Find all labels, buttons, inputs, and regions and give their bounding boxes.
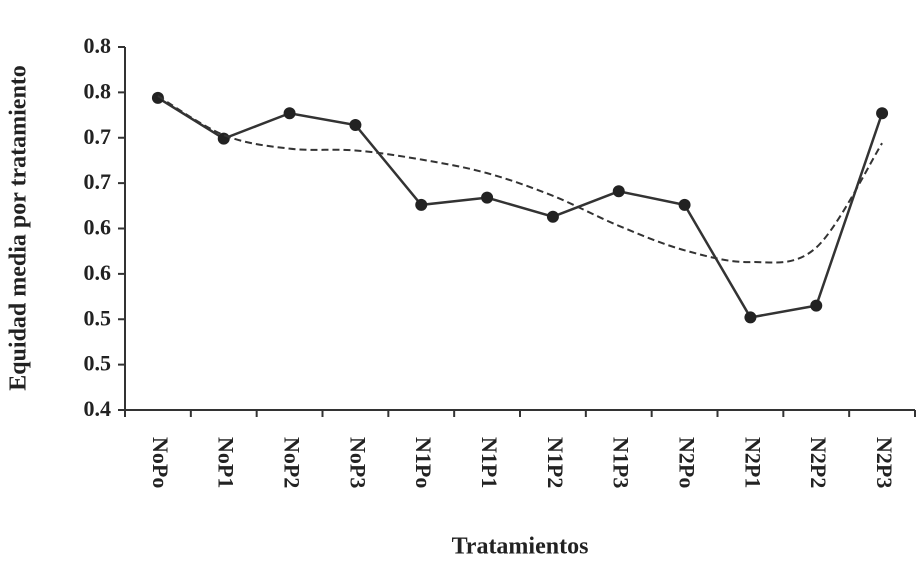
y-tick-label: 0.5 — [84, 351, 112, 376]
x-tick-label: N1P3 — [609, 437, 634, 488]
data-point — [415, 198, 428, 211]
data-point — [481, 191, 494, 204]
x-tick-label: N2P1 — [740, 437, 765, 488]
data-point — [217, 132, 230, 145]
y-tick-label: 0.8 — [84, 33, 112, 58]
x-tick-label: NoP2 — [280, 437, 305, 488]
data-point — [876, 107, 889, 120]
data-point — [678, 198, 691, 211]
x-tick-label: N2Po — [675, 437, 700, 488]
x-tick-label: N1P1 — [477, 437, 502, 488]
y-tick-label: 0.7 — [84, 124, 112, 149]
x-tick-label: N2P2 — [806, 437, 831, 488]
x-tick-label: N1P2 — [543, 437, 568, 488]
data-point — [349, 119, 362, 132]
data-line — [157, 96, 884, 319]
data-point — [612, 185, 625, 198]
data-point — [151, 91, 164, 104]
x-tick-label: N2P3 — [872, 437, 897, 488]
data-point — [546, 210, 559, 223]
y-tick-label: 0.6 — [84, 260, 112, 285]
x-tick-label: NoP1 — [214, 437, 239, 488]
y-tick-label: 0.6 — [84, 215, 112, 240]
y-tick-label: 0.4 — [84, 396, 112, 421]
x-axis-title: Tratamientos — [452, 534, 589, 560]
data-point — [283, 107, 296, 120]
x-tick-label: NoP3 — [345, 437, 370, 488]
y-tick-label: 0.7 — [84, 169, 112, 194]
trend-line — [157, 95, 883, 264]
x-tick-label: N1Po — [411, 437, 436, 488]
y-tick-label: 0.5 — [84, 305, 112, 330]
y-axis-title: Equidad media por tratamiento — [6, 65, 32, 391]
x-tick-label: NoPo — [148, 437, 173, 488]
data-point — [810, 299, 823, 312]
data-point — [744, 311, 757, 324]
y-tick-label: 0.8 — [84, 78, 112, 103]
